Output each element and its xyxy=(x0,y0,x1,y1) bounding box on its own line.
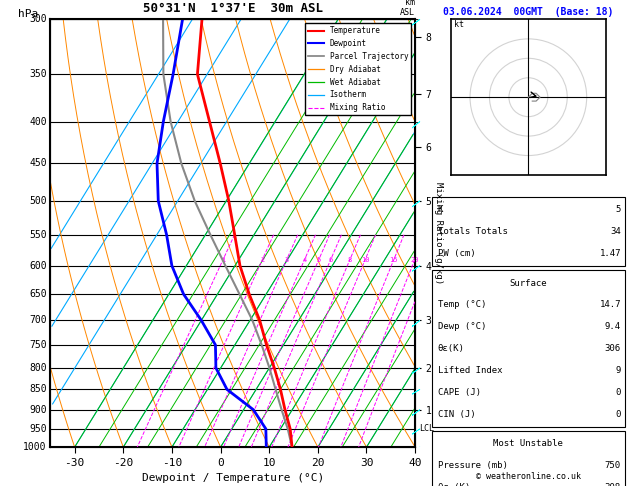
Text: 0: 0 xyxy=(616,388,621,397)
Text: θε (K): θε (K) xyxy=(438,483,470,486)
Text: 2: 2 xyxy=(260,257,264,263)
Text: 700: 700 xyxy=(29,315,47,326)
Text: 1: 1 xyxy=(221,257,225,263)
Text: 350: 350 xyxy=(29,69,47,79)
Text: 50°31'N  1°37'E  30m ASL: 50°31'N 1°37'E 30m ASL xyxy=(143,2,323,15)
Text: hPa: hPa xyxy=(18,9,38,19)
Text: Totals Totals: Totals Totals xyxy=(438,227,508,236)
Text: 950: 950 xyxy=(29,424,47,434)
Text: 3: 3 xyxy=(284,257,289,263)
Text: 750: 750 xyxy=(605,461,621,470)
Text: Temp (°C): Temp (°C) xyxy=(438,300,486,310)
Text: 34: 34 xyxy=(610,227,621,236)
Text: 308: 308 xyxy=(605,483,621,486)
Text: Most Unstable: Most Unstable xyxy=(493,439,564,449)
X-axis label: Dewpoint / Temperature (°C): Dewpoint / Temperature (°C) xyxy=(142,473,324,483)
Legend: Temperature, Dewpoint, Parcel Trajectory, Dry Adiabat, Wet Adiabat, Isotherm, Mi: Temperature, Dewpoint, Parcel Trajectory… xyxy=(305,23,411,115)
Text: 800: 800 xyxy=(29,363,47,373)
Text: 10: 10 xyxy=(361,257,369,263)
Text: 550: 550 xyxy=(29,230,47,240)
Text: 750: 750 xyxy=(29,340,47,350)
Text: 03.06.2024  00GMT  (Base: 18): 03.06.2024 00GMT (Base: 18) xyxy=(443,7,613,17)
Text: 5: 5 xyxy=(316,257,321,263)
Text: 450: 450 xyxy=(29,158,47,169)
Y-axis label: Mixing Ratio (g/kg): Mixing Ratio (g/kg) xyxy=(434,182,443,284)
Text: Pressure (mb): Pressure (mb) xyxy=(438,461,508,470)
Text: kt: kt xyxy=(455,20,464,29)
Text: 5: 5 xyxy=(616,205,621,214)
Text: 20: 20 xyxy=(411,257,419,263)
Text: PW (cm): PW (cm) xyxy=(438,249,476,258)
Text: Surface: Surface xyxy=(509,278,547,288)
Text: 9: 9 xyxy=(616,366,621,375)
Text: 9.4: 9.4 xyxy=(605,322,621,331)
Text: 0: 0 xyxy=(616,410,621,419)
Bar xyxy=(431,431,625,486)
Bar xyxy=(431,270,625,427)
Text: 1000: 1000 xyxy=(23,442,47,452)
Text: Dewp (°C): Dewp (°C) xyxy=(438,322,486,331)
Text: Lifted Index: Lifted Index xyxy=(438,366,503,375)
Text: 1.47: 1.47 xyxy=(599,249,621,258)
Text: θε(K): θε(K) xyxy=(438,344,465,353)
Text: 600: 600 xyxy=(29,260,47,271)
Text: 300: 300 xyxy=(29,15,47,24)
Bar xyxy=(431,197,625,266)
Text: K: K xyxy=(438,205,443,214)
Text: 8: 8 xyxy=(348,257,352,263)
Text: 4: 4 xyxy=(303,257,307,263)
Text: 400: 400 xyxy=(29,117,47,127)
Text: 650: 650 xyxy=(29,289,47,299)
Text: LCL: LCL xyxy=(419,424,434,434)
Text: 900: 900 xyxy=(29,405,47,415)
Text: 306: 306 xyxy=(605,344,621,353)
Text: © weatheronline.co.uk: © weatheronline.co.uk xyxy=(476,472,581,481)
Text: km
ASL: km ASL xyxy=(400,0,415,17)
Text: 850: 850 xyxy=(29,384,47,395)
Text: 6: 6 xyxy=(328,257,333,263)
Text: 14.7: 14.7 xyxy=(599,300,621,310)
Text: 15: 15 xyxy=(389,257,398,263)
Text: 500: 500 xyxy=(29,196,47,206)
Text: CAPE (J): CAPE (J) xyxy=(438,388,481,397)
Text: CIN (J): CIN (J) xyxy=(438,410,476,419)
